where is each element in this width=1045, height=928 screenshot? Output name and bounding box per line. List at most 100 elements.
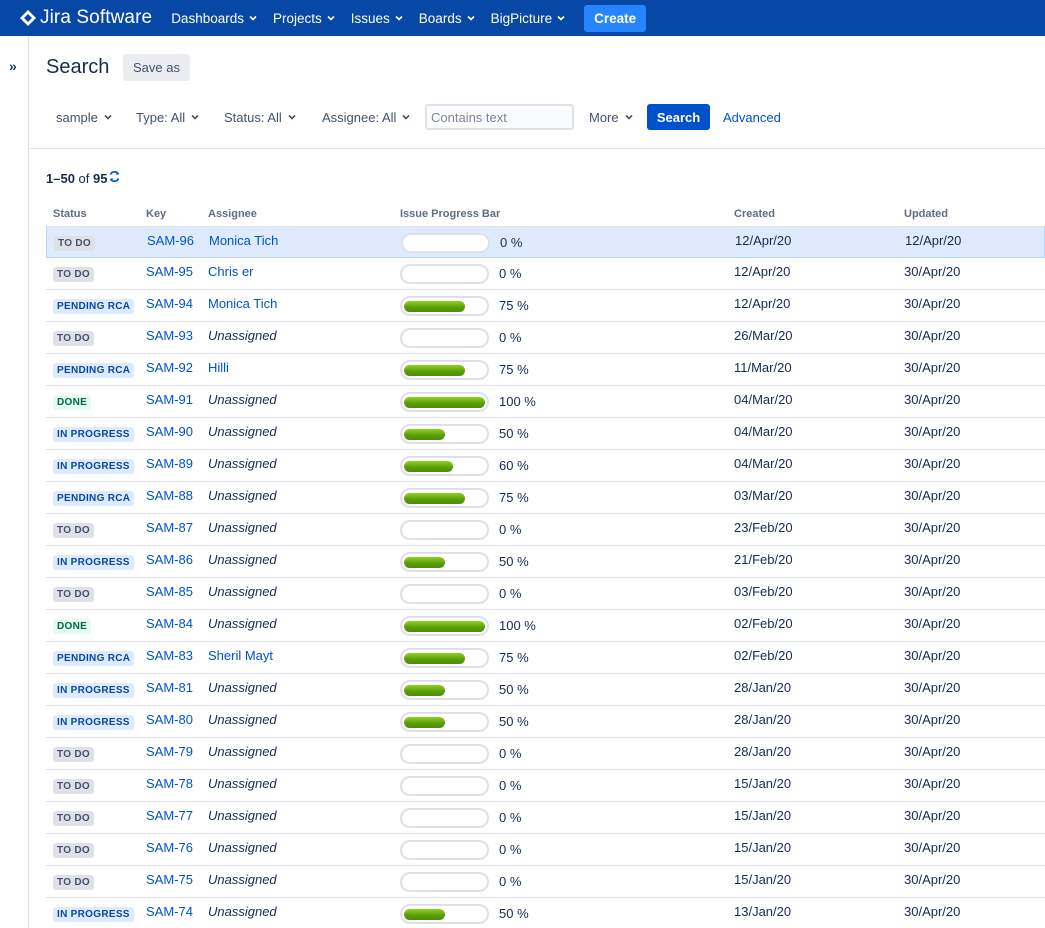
table-row[interactable]: TO DO SAM-75 Unassigned 0 % 15/Jan/20 30/Apr/… (46, 866, 1045, 898)
status-lozenge: PENDING RCA (53, 363, 135, 378)
issue-progress-bar (400, 680, 489, 700)
updated-date: 30/Apr/20 (904, 648, 961, 663)
table-row[interactable]: IN PROGRESS SAM-80 Unassigned 50 % 28/Jan/20… (46, 706, 1045, 738)
table-row[interactable]: IN PROGRESS SAM-86 Unassigned 50 % 21/Feb/20… (46, 546, 1045, 578)
progress-percent: 75 % (499, 490, 529, 505)
assignee[interactable]: Chris er (208, 264, 254, 279)
collapsed-sidebar: » (0, 36, 29, 928)
more-filter[interactable]: More (589, 103, 633, 131)
nav-label: Projects (272, 10, 322, 26)
issue-progress-bar (400, 488, 489, 508)
nav-item-projects[interactable]: Projects (273, 11, 335, 26)
issue-key-link[interactable]: SAM-91 (146, 392, 193, 407)
issue-key-link[interactable]: SAM-84 (146, 616, 193, 631)
column-header-progress[interactable]: Issue Progress Bar (400, 208, 501, 220)
issue-key-link[interactable]: SAM-81 (146, 680, 193, 695)
assignee-filter[interactable]: Assignee: All (322, 103, 411, 131)
assignee[interactable]: Monica Tich (208, 296, 278, 311)
table-row[interactable]: PENDING RCA SAM-83 Sheril Mayt 75 % 02/Feb/2… (46, 642, 1045, 674)
updated-date: 30/Apr/20 (904, 488, 961, 503)
issue-key-link[interactable]: SAM-93 (146, 328, 193, 343)
table-row[interactable]: IN PROGRESS SAM-90 Unassigned 50 % 04/Mar/20… (46, 418, 1045, 450)
expand-sidebar-icon[interactable]: » (9, 58, 17, 74)
nav-item-dashboards[interactable]: Dashboards (171, 11, 257, 26)
nav-item-issues[interactable]: Issues (351, 11, 403, 26)
table-row[interactable]: IN PROGRESS SAM-81 Unassigned 50 % 28/Jan/20… (46, 674, 1045, 706)
issue-key-link[interactable]: SAM-83 (146, 648, 193, 663)
assignee[interactable]: Monica Tich (209, 233, 279, 248)
progress-percent: 60 % (499, 458, 529, 473)
jira-logo[interactable]: Jira Software (20, 7, 152, 29)
table-row[interactable]: TO DO SAM-77 Unassigned 0 % 15/Jan/20 30/Apr/… (46, 802, 1045, 834)
issue-key-link[interactable]: SAM-86 (146, 552, 193, 567)
issue-key-link[interactable]: SAM-75 (146, 872, 193, 887)
issue-key-link[interactable]: SAM-78 (146, 776, 193, 791)
issue-key-link[interactable]: SAM-74 (146, 904, 193, 919)
issue-key-link[interactable]: SAM-94 (146, 296, 193, 311)
issue-key-link[interactable]: SAM-80 (146, 712, 193, 727)
issue-progress-bar (400, 648, 489, 668)
assignee[interactable]: Sheril Mayt (208, 648, 274, 663)
table-row[interactable]: PENDING RCA SAM-92 Hilli 75 % 11/Mar/20 30/Ap… (46, 354, 1045, 386)
status-lozenge: TO DO (53, 331, 94, 346)
result-range: 1–50 (46, 170, 75, 186)
table-row[interactable]: TO DO SAM-76 Unassigned 0 % 15/Jan/20 30/Apr/… (46, 834, 1045, 866)
chevron-down-icon (557, 15, 565, 21)
table-row[interactable]: IN PROGRESS SAM-89 Unassigned 60 % 04/Mar/20… (46, 450, 1045, 482)
progress-percent: 0 % (499, 778, 522, 793)
table-row[interactable]: TO DO SAM-95 Chris er 0 % 12/Apr/20 30/Apr/20 (46, 258, 1045, 290)
table-row[interactable]: TO DO SAM-78 Unassigned 0 % 15/Jan/20 30/Apr/… (46, 770, 1045, 802)
issue-key-link[interactable]: SAM-85 (146, 584, 193, 599)
table-row[interactable]: DONE SAM-84 Unassigned 100 % 02/Feb/20 30/Apr… (46, 610, 1045, 642)
column-header-assignee[interactable]: Assignee (208, 208, 257, 220)
issue-key-link[interactable]: SAM-87 (146, 520, 193, 535)
table-row[interactable]: IN PROGRESS SAM-74 Unassigned 50 % 13/Jan/20… (46, 898, 1045, 928)
issue-key-link[interactable]: SAM-96 (147, 233, 194, 248)
project-filter[interactable]: sample (56, 103, 112, 131)
progress-percent: 100 % (499, 394, 536, 409)
table-row[interactable]: TO DO SAM-96 Monica Tich 0 % 12/Apr/20 12/Apr… (46, 226, 1045, 258)
table-row[interactable]: TO DO SAM-79 Unassigned 0 % 28/Jan/20 30/Apr/… (46, 738, 1045, 770)
create-button[interactable]: Create (584, 4, 647, 32)
status-lozenge: PENDING RCA (53, 491, 135, 506)
issue-key-link[interactable]: SAM-77 (146, 808, 193, 823)
nav-item-boards[interactable]: Boards (419, 11, 475, 26)
updated-date: 30/Apr/20 (904, 616, 961, 631)
table-row[interactable]: TO DO SAM-87 Unassigned 0 % 23/Feb/20 30/Apr/… (46, 514, 1045, 546)
filter-label: More (589, 109, 619, 125)
advanced-search-link[interactable]: Advanced (723, 109, 781, 125)
issue-progress-bar (400, 424, 489, 444)
column-header-updated[interactable]: Updated (904, 208, 948, 220)
table-row[interactable]: PENDING RCA SAM-94 Monica Tich 75 % 12/Apr/2… (46, 290, 1045, 322)
column-header-created[interactable]: Created (734, 208, 775, 220)
column-header-status[interactable]: Status (53, 208, 87, 220)
table-row[interactable]: DONE SAM-91 Unassigned 100 % 04/Mar/20 30/Apr… (46, 386, 1045, 418)
search-button[interactable]: Search (647, 104, 710, 130)
assignee[interactable]: Hilli (208, 360, 229, 375)
divider (30, 148, 1045, 149)
issue-key-link[interactable]: SAM-92 (146, 360, 193, 375)
created-date: 28/Jan/20 (734, 680, 792, 695)
issue-key-link[interactable]: SAM-79 (146, 744, 193, 759)
refresh-icon[interactable] (108, 170, 121, 186)
issue-key-link[interactable]: SAM-95 (146, 264, 193, 279)
type-filter[interactable]: Type: All (136, 103, 199, 131)
save-as-button[interactable]: Save as (123, 54, 190, 81)
nav-item-bigpicture[interactable]: BigPicture (491, 11, 566, 26)
issue-progress-bar (400, 552, 489, 572)
issue-key-link[interactable]: SAM-89 (146, 456, 193, 471)
table-row[interactable]: TO DO SAM-85 Unassigned 0 % 03/Feb/20 30/Apr/… (46, 578, 1045, 610)
table-row[interactable]: PENDING RCA SAM-88 Unassigned 75 % 03/Mar/20… (46, 482, 1045, 514)
issue-key-link[interactable]: SAM-76 (146, 840, 193, 855)
column-header-key[interactable]: Key (146, 208, 167, 220)
chevron-down-icon (467, 15, 475, 21)
progress-fill (404, 365, 465, 376)
issue-key-link[interactable]: SAM-90 (146, 424, 193, 439)
status-filter[interactable]: Status: All (224, 103, 296, 131)
contains-text-input[interactable] (425, 104, 574, 130)
issue-key-link[interactable]: SAM-88 (146, 488, 193, 503)
chevron-down-icon (288, 114, 296, 120)
assignee: Unassigned (208, 840, 277, 855)
table-row[interactable]: TO DO SAM-93 Unassigned 0 % 26/Mar/20 30/Apr/… (46, 322, 1045, 354)
progress-percent: 75 % (499, 650, 529, 665)
